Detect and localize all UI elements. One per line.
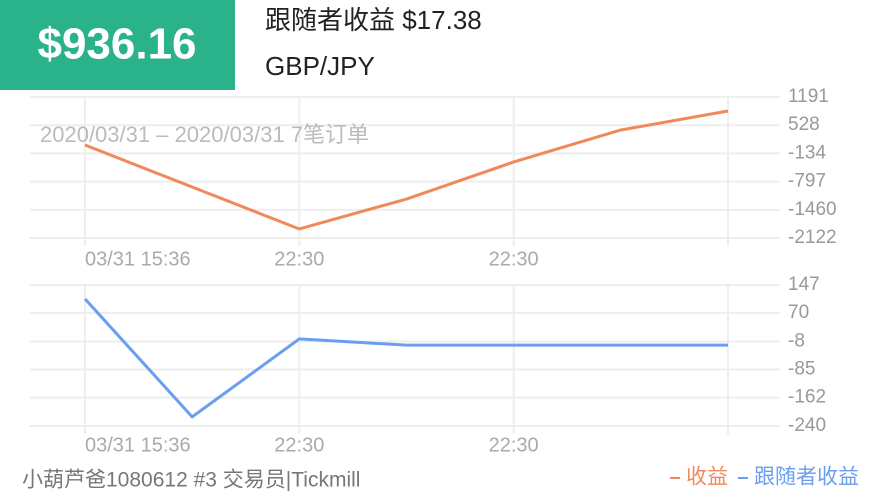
x-tick-label: 03/31 15:36 bbox=[85, 434, 191, 456]
follower-profit: 跟随者收益 $17.38 bbox=[265, 5, 482, 35]
subtitle: 2020/03/31 – 2020/03/31 7笔订单 bbox=[40, 122, 369, 147]
x-tick-label: 22:30 bbox=[274, 248, 324, 270]
y-tick-label: -2122 bbox=[788, 227, 837, 248]
y-tick-label: 1191 bbox=[788, 86, 829, 107]
balance-box bbox=[0, 0, 235, 90]
symbol: GBP/JPY bbox=[265, 51, 375, 81]
y-tick-label: 528 bbox=[788, 114, 820, 135]
legend-label: 收益 bbox=[686, 466, 728, 489]
balance: $936.16 bbox=[37, 20, 196, 69]
y-tick-label: -240 bbox=[788, 415, 826, 436]
y-tick-label: 70 bbox=[788, 302, 809, 323]
x-tick-label: 22:30 bbox=[489, 434, 539, 456]
x-tick-label: 22:30 bbox=[274, 434, 324, 456]
y-tick-label: -85 bbox=[788, 359, 815, 380]
series-line bbox=[83, 297, 728, 419]
y-tick-label: -1460 bbox=[788, 199, 837, 220]
y-tick-label: -162 bbox=[788, 387, 826, 408]
x-tick-label: 22:30 bbox=[489, 248, 539, 270]
y-tick-label: 147 bbox=[788, 274, 820, 295]
y-tick-label: -797 bbox=[788, 171, 826, 192]
y-tick-label: -8 bbox=[788, 330, 805, 351]
legend-label: 跟随者收益 bbox=[754, 466, 859, 489]
x-tick-label: 03/31 15:36 bbox=[85, 248, 191, 270]
series-line bbox=[84, 109, 729, 231]
plots: -2122 -1460 -797 -134 528 1191 2020/03/31 – 20… bbox=[30, 86, 837, 456]
footer: 小葫芦爸1080612 #3 交易员|Tickmill bbox=[22, 469, 360, 492]
y-tick-label: -134 bbox=[788, 142, 826, 163]
